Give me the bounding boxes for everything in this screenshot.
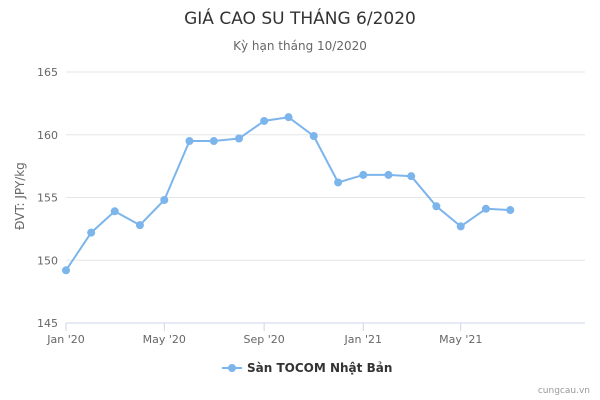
legend[interactable]: Sàn TOCOM Nhật Bản — [222, 361, 392, 375]
y-tick-label: 160 — [37, 129, 58, 142]
y-tick-label: 150 — [37, 254, 58, 267]
legend-point-marker — [228, 364, 236, 372]
data-point[interactable] — [284, 113, 293, 122]
data-point[interactable] — [185, 137, 194, 146]
data-point[interactable] — [160, 196, 169, 205]
data-point[interactable] — [62, 266, 70, 275]
data-point[interactable] — [235, 134, 243, 143]
x-tick-label: Jan '20 — [46, 333, 84, 346]
data-point[interactable] — [432, 202, 441, 211]
data-point[interactable] — [209, 137, 218, 146]
y-axis-title: ĐVT: JPY/kg — [13, 162, 27, 230]
legend-label: Sàn TOCOM Nhật Bản — [247, 361, 392, 375]
chart-subtitle: Kỳ hạn tháng 10/2020 — [233, 39, 367, 53]
x-tick-label: May '20 — [143, 333, 186, 346]
data-point[interactable] — [456, 222, 465, 231]
x-tick-label: May '21 — [439, 333, 482, 346]
y-tick-label: 155 — [37, 192, 58, 205]
data-point[interactable] — [110, 207, 119, 216]
x-tick-label: Sep '20 — [244, 333, 285, 346]
y-axis-ticks: 145 150 155 160 165 — [37, 66, 58, 330]
chart-title: GIÁ CAO SU THÁNG 6/2020 — [184, 7, 416, 29]
y-tick-label: 165 — [37, 66, 58, 79]
data-point[interactable] — [481, 204, 490, 213]
data-point[interactable] — [135, 221, 144, 230]
data-point[interactable] — [359, 170, 368, 179]
data-point[interactable] — [260, 116, 269, 125]
y-tick-label: 145 — [37, 317, 58, 330]
data-point[interactable] — [309, 132, 318, 141]
data-point[interactable] — [384, 170, 393, 179]
x-axis-ticks: Jan '20 May '20 Sep '20 Jan '21 May '21 — [46, 323, 482, 346]
x-tick-label: Jan '21 — [344, 333, 382, 346]
data-point[interactable] — [334, 178, 343, 187]
data-point[interactable] — [87, 228, 96, 237]
data-point[interactable] — [506, 206, 515, 215]
series-line — [65, 116, 511, 271]
series-group — [62, 113, 515, 275]
data-point[interactable] — [407, 172, 416, 181]
credits-text[interactable]: cungcau.vn — [538, 386, 590, 396]
grid-lines — [66, 71, 585, 324]
